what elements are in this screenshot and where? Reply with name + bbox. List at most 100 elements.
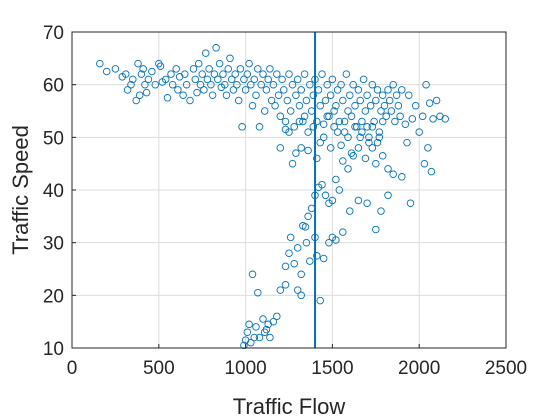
data-point [281,117,290,126]
data-point [328,75,337,84]
x-axis-title: Traffic Flow [233,394,346,419]
data-point [361,107,370,115]
data-point [346,91,354,99]
data-point [276,144,285,152]
y-axis-title: Traffic Speed [8,125,33,255]
data-point [248,270,257,279]
data-point [221,80,229,89]
data-point [271,101,279,110]
data-point [325,199,333,207]
data-point [316,101,324,110]
data-point [337,141,345,149]
data-point [181,70,189,78]
data-point [208,91,217,99]
data-points [96,44,449,350]
data-point [340,117,349,126]
data-point [342,70,351,78]
data-point [330,123,338,131]
data-point [297,86,305,94]
data-point [344,165,352,173]
data-point [366,101,375,110]
data-point [354,144,363,152]
data-point [398,86,406,94]
data-point [288,159,297,168]
data-point [323,80,331,89]
data-point [337,80,345,89]
data-point [356,133,364,142]
data-point [299,222,307,230]
data-point [415,128,423,136]
data-point [304,146,312,155]
data-point [333,128,342,136]
data-point [226,54,234,63]
data-point [179,91,187,99]
data-point [283,96,292,105]
data-point [377,107,385,115]
data-point [194,59,203,68]
data-point [302,96,311,105]
data-point [347,112,356,121]
data-point [238,123,246,131]
data-point [354,86,363,94]
data-point [368,144,377,152]
data-point [398,173,406,181]
data-point [264,75,272,84]
data-point [316,296,324,305]
data-point [285,128,293,136]
data-point [363,91,371,99]
data-point [132,96,140,105]
data-point [234,96,243,105]
data-point [378,152,387,160]
data-point [290,259,298,268]
data-point [250,75,259,84]
data-point [254,65,262,73]
data-point [129,75,137,84]
data-point [240,341,248,350]
data-point [200,86,208,94]
data-point [307,204,316,213]
data-point [429,115,437,123]
data-point [241,336,250,344]
data-point [245,320,253,329]
data-point [323,112,331,121]
data-point [123,86,132,94]
data-point [318,70,326,78]
data-point [339,96,347,105]
data-point [359,75,368,84]
data-point [365,138,373,147]
data-point [222,91,231,99]
data-point [236,65,245,73]
data-point [148,67,156,76]
data-point [408,115,417,123]
data-point [401,120,410,128]
data-point [280,86,288,94]
data-point [241,86,250,94]
data-point [102,67,111,76]
data-point [368,123,377,131]
data-point [356,96,364,105]
data-point [198,70,206,78]
data-point [365,133,373,142]
data-point [418,112,427,121]
data-point [370,117,378,126]
data-point [168,80,177,89]
y-tick-label: 50 [43,128,64,149]
data-point [122,70,130,78]
data-point [231,70,239,78]
data-point [260,328,269,336]
data-point [292,149,300,157]
data-point [389,80,397,89]
data-point [372,96,380,105]
data-point [252,91,260,99]
data-point [285,249,293,257]
data-point [255,333,264,342]
x-tick-label: 0 [67,358,78,379]
data-point [302,238,311,247]
data-point [193,88,201,97]
data-point [144,75,153,84]
data-point [372,225,380,234]
data-point [304,212,312,221]
data-point [274,91,283,99]
